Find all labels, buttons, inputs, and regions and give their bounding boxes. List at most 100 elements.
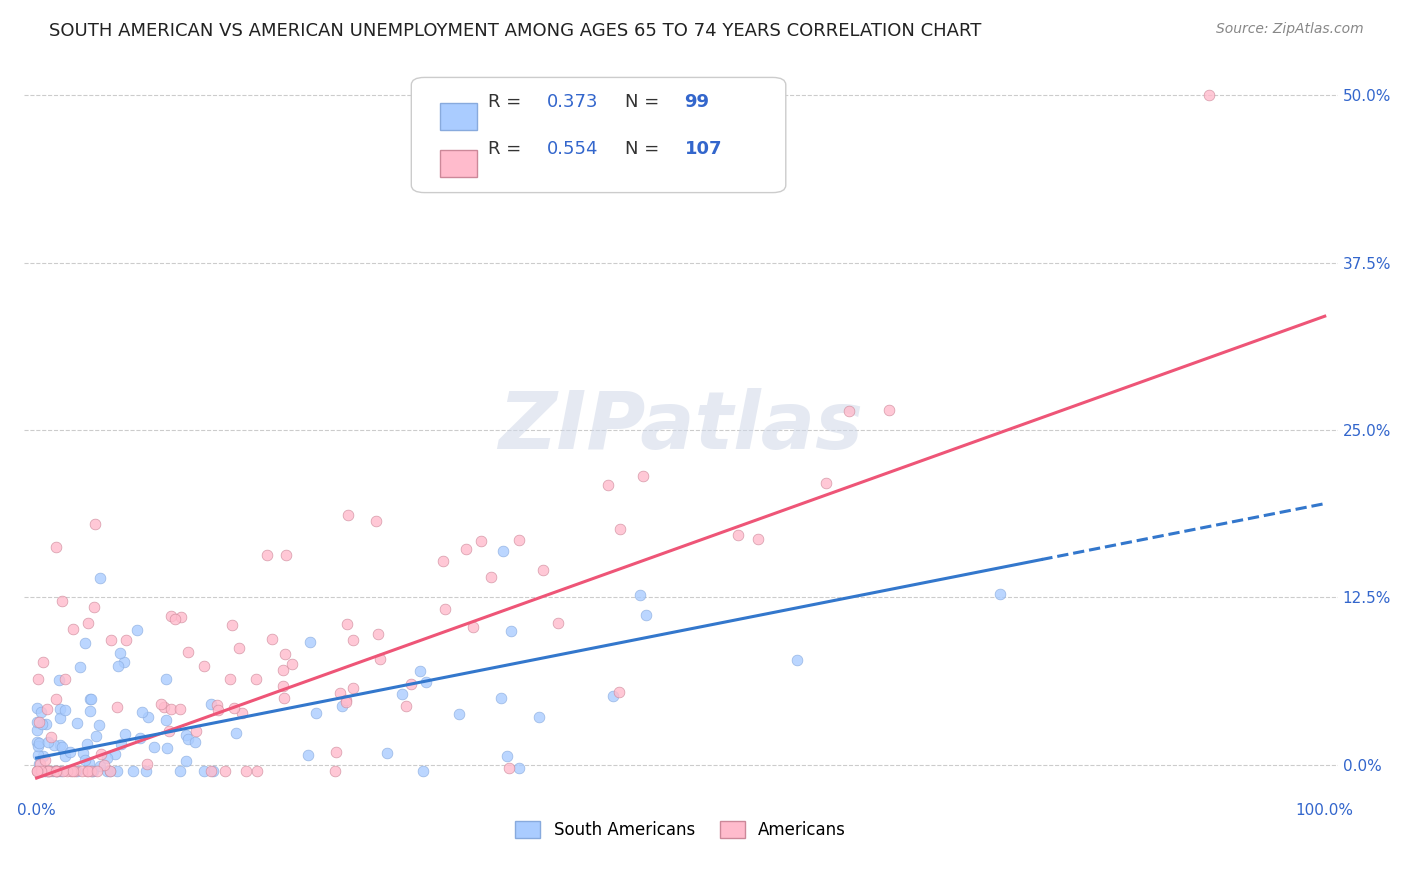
Point [531, 563, 554, 577]
Text: R =: R = [488, 140, 526, 158]
Point [169, 702, 191, 716]
Point [329, 686, 352, 700]
Point [122, 764, 145, 779]
Text: 0.554: 0.554 [547, 140, 598, 158]
Point [37, 764, 59, 779]
Point [31, 656, 53, 670]
Point [45, 540, 67, 554]
Point [628, 589, 651, 603]
Point [125, 623, 148, 637]
Point [596, 478, 619, 492]
Point [79, 705, 101, 719]
Point [80, 764, 103, 779]
Text: Source: ZipAtlas.com: Source: ZipAtlas.com [1216, 22, 1364, 37]
Point [59, 764, 82, 779]
Point [48, 673, 70, 687]
Point [727, 528, 749, 542]
Point [37, 734, 59, 748]
Point [27, 764, 49, 779]
Point [63, 764, 86, 779]
Point [332, 698, 354, 713]
Point [110, 737, 132, 751]
Point [335, 695, 357, 709]
Point [87, 718, 110, 732]
Point [280, 657, 302, 672]
Point [131, 705, 153, 719]
Point [184, 723, 207, 738]
Point [170, 610, 193, 624]
Point [273, 691, 295, 706]
Point [786, 653, 808, 667]
Point [136, 756, 159, 771]
Point [46, 764, 69, 779]
Point [235, 764, 257, 779]
Point [177, 645, 200, 659]
Point [155, 672, 177, 686]
Point [256, 548, 278, 562]
Point [838, 403, 860, 417]
Point [31, 764, 53, 779]
Text: N =: N = [626, 140, 665, 158]
Point [73, 753, 96, 767]
Point [25, 764, 48, 779]
Point [76, 737, 98, 751]
Point [30, 764, 52, 779]
Point [143, 739, 166, 754]
Point [274, 647, 297, 661]
Point [45, 764, 67, 779]
Text: N =: N = [626, 93, 665, 111]
Point [225, 726, 247, 740]
Point [415, 675, 437, 690]
Point [224, 701, 246, 715]
Point [200, 764, 222, 779]
Point [337, 508, 360, 522]
Point [83, 599, 105, 614]
Point [32, 749, 55, 764]
Point [79, 692, 101, 706]
Point [163, 612, 186, 626]
Point [508, 533, 530, 548]
Point [42, 764, 65, 779]
Point [245, 672, 267, 686]
Point [48, 738, 70, 752]
Point [159, 608, 181, 623]
Point [28, 764, 51, 779]
Point [30, 764, 52, 779]
Point [395, 698, 418, 713]
Point [135, 764, 157, 779]
Point [90, 747, 112, 761]
Point [84, 516, 107, 531]
Point [489, 690, 512, 705]
Point [193, 764, 215, 779]
Point [990, 587, 1012, 601]
Point [364, 514, 387, 528]
Point [27, 714, 49, 729]
Point [96, 764, 118, 779]
Point [342, 633, 364, 648]
Point [633, 468, 655, 483]
Point [65, 716, 87, 731]
Point [80, 691, 103, 706]
Point [463, 620, 485, 634]
Point [200, 697, 222, 711]
Point [454, 541, 477, 556]
Point [98, 764, 121, 779]
Point [53, 672, 76, 686]
Point [305, 706, 328, 720]
Point [51, 739, 73, 754]
Point [25, 764, 48, 779]
Point [82, 764, 104, 779]
Point [45, 764, 67, 779]
Point [27, 739, 49, 754]
Point [609, 523, 631, 537]
Point [228, 640, 250, 655]
Point [153, 700, 176, 714]
Point [37, 764, 59, 779]
Point [86, 764, 108, 779]
Point [218, 672, 240, 686]
Point [35, 716, 58, 731]
Point [412, 764, 434, 779]
Point [115, 632, 138, 647]
Point [28, 757, 51, 772]
Point [246, 764, 269, 779]
